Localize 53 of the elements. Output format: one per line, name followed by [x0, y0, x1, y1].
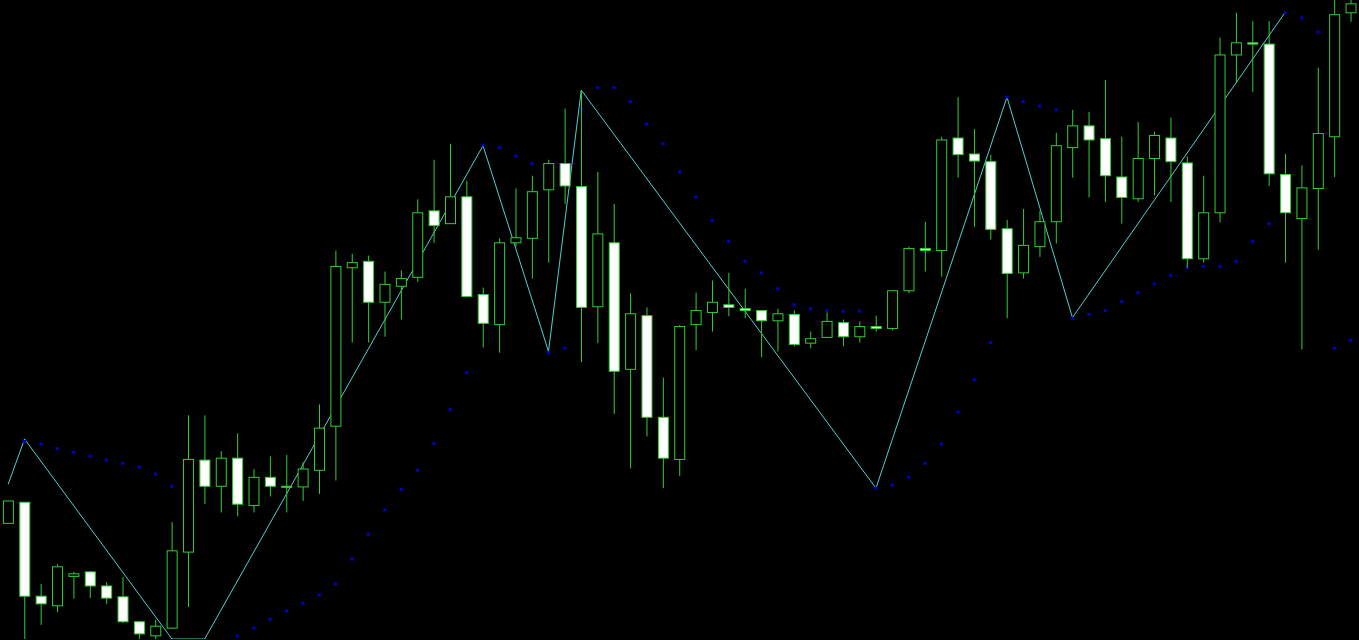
- candlestick: [1247, 20, 1259, 93]
- candlestick: [1034, 210, 1046, 258]
- candlestick: [854, 320, 866, 343]
- candlestick: [559, 108, 571, 205]
- candlestick: [232, 432, 244, 517]
- candlestick: [903, 246, 915, 294]
- candlestick: [281, 454, 293, 513]
- candlestick: [428, 159, 440, 244]
- candlestick: [215, 450, 227, 513]
- candlestick: [35, 583, 47, 626]
- candlestick: [117, 576, 129, 623]
- candlestick: [1116, 136, 1128, 225]
- candlestick: [1050, 132, 1062, 244]
- candlestick: [1312, 67, 1324, 251]
- candlestick: [68, 571, 80, 600]
- candlestick: [1214, 37, 1226, 223]
- candlestick: [772, 308, 784, 352]
- candlestick: [657, 377, 669, 489]
- candlestick: [1099, 79, 1111, 203]
- candlestick: [264, 455, 276, 497]
- candlestick: [526, 175, 538, 280]
- candlestick: [1165, 117, 1177, 203]
- candlestick: [199, 414, 211, 505]
- candlestick: [575, 89, 587, 363]
- candlestick: [706, 280, 718, 333]
- candlestick: [1263, 20, 1275, 187]
- candlestick: [330, 249, 342, 482]
- candlestick: [494, 237, 506, 354]
- candlestick: [968, 128, 980, 228]
- candlestick: [870, 315, 882, 333]
- candlestick: [379, 271, 391, 338]
- candlestick: [1198, 175, 1210, 264]
- candlestick: [1067, 109, 1079, 179]
- candlestick: [183, 414, 195, 608]
- candlestick: [641, 306, 653, 437]
- candlestick: [412, 198, 424, 283]
- candlestick: [674, 326, 686, 477]
- candlestick: [395, 269, 407, 320]
- candlestick: [1296, 165, 1308, 351]
- candlestick: [1280, 153, 1292, 264]
- candlestick: [297, 461, 309, 502]
- candlestick: [625, 292, 637, 469]
- candlestick: [919, 221, 931, 273]
- candlestick: [1230, 12, 1242, 84]
- candlestick: [248, 468, 260, 513]
- candlestick: [952, 96, 964, 179]
- candlestick: [314, 403, 326, 495]
- candlestick: [592, 171, 604, 344]
- candlestick: [1132, 121, 1144, 203]
- candlestick: [1083, 111, 1095, 198]
- candlestick: [608, 203, 620, 415]
- candlestick: [690, 292, 702, 351]
- candlestick: [510, 188, 522, 248]
